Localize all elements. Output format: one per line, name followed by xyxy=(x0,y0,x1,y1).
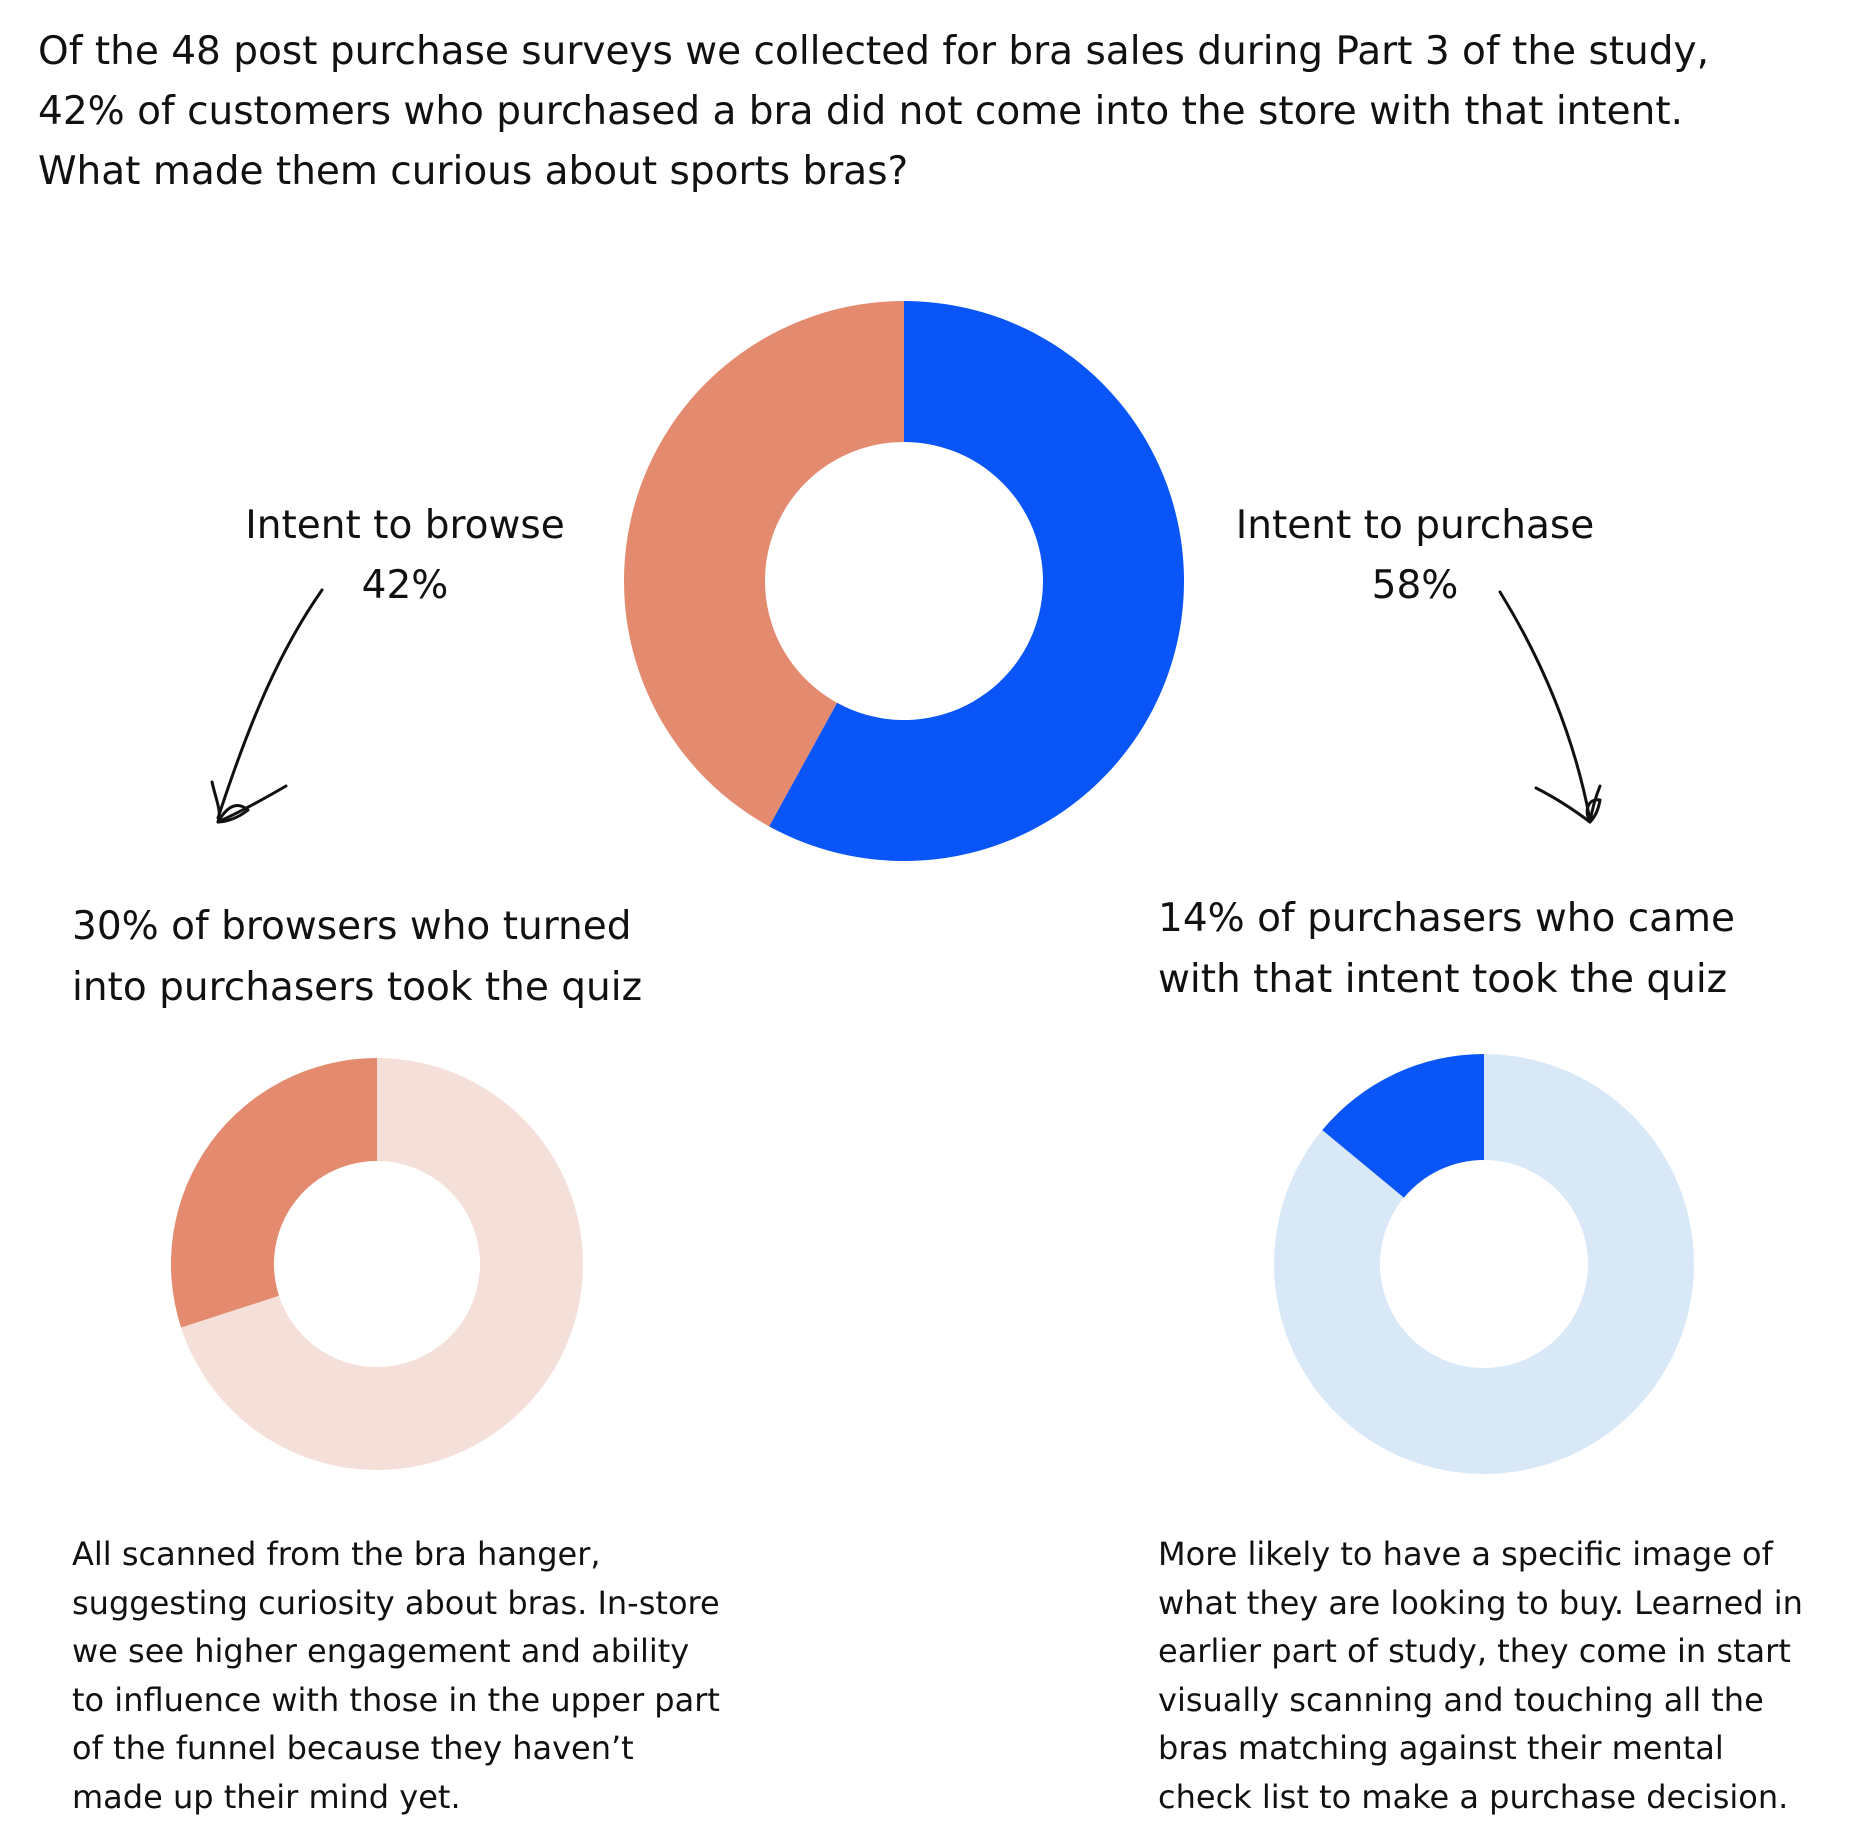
donut-slice xyxy=(1274,1054,1695,1474)
note-line: to influence with those in the upper par… xyxy=(72,1680,720,1719)
note-line: All scanned from the bra hanger, xyxy=(72,1535,601,1573)
note-line: More likely to have a specific image of xyxy=(1158,1535,1773,1573)
heading-line: 14% of purchasers who came xyxy=(1158,896,1736,941)
note-line: bras matching against their mental xyxy=(1158,1729,1724,1767)
donut-slice xyxy=(769,301,1184,861)
label-browse-name: Intent to browse xyxy=(245,503,565,548)
donut-browsers-quiz xyxy=(171,1058,584,1471)
browsers-note: All scanned from the bra hanger, suggest… xyxy=(72,1530,720,1821)
donut-slice xyxy=(1322,1054,1484,1198)
heading-line: with that intent took the quiz xyxy=(1158,957,1728,1002)
arrow-right-icon xyxy=(1498,590,1602,824)
note-line: check list to make a purchase decision. xyxy=(1158,1777,1789,1816)
label-purchase: Intent to purchase 58% xyxy=(1210,496,1620,616)
intro-text: Of the 48 post purchase surveys we colle… xyxy=(38,22,1818,202)
donut-purchasers-quiz xyxy=(1274,1054,1695,1474)
note-line: visually scanning and touching all the xyxy=(1158,1680,1764,1719)
donut-main xyxy=(624,301,1184,861)
label-browse-value: 42% xyxy=(361,563,449,608)
heading-line: into purchasers took the quiz xyxy=(72,965,643,1010)
intro-line: Of the 48 post purchase surveys we colle… xyxy=(38,29,1710,74)
note-line: we see higher engagement and ability xyxy=(72,1632,690,1670)
label-purchase-value: 58% xyxy=(1371,563,1459,608)
donut-slice xyxy=(181,1058,584,1471)
note-line: made up their mind yet. xyxy=(72,1777,461,1816)
heading-line: 30% of browsers who turned xyxy=(72,904,632,949)
note-line: earlier part of study, they come in star… xyxy=(1158,1632,1791,1670)
note-line: of the funnel because they haven’t xyxy=(72,1729,634,1767)
note-line: suggesting curiosity about bras. In-stor… xyxy=(72,1583,720,1622)
donut-slice xyxy=(171,1058,377,1328)
label-purchase-name: Intent to purchase xyxy=(1235,503,1595,548)
intro-line: What made them curious about sports bras… xyxy=(38,149,909,194)
purchasers-note: More likely to have a specific image of … xyxy=(1158,1530,1803,1821)
arrow-left-icon xyxy=(210,588,324,824)
donut-slice xyxy=(624,301,904,827)
purchasers-quiz-heading: 14% of purchasers who came with that int… xyxy=(1158,888,1735,1010)
label-browse: Intent to browse 42% xyxy=(220,496,590,616)
note-line: what they are looking to buy. Learned in xyxy=(1158,1583,1803,1622)
intro-line: 42% of customers who purchased a bra did… xyxy=(38,89,1684,134)
browsers-quiz-heading: 30% of browsers who turned into purchase… xyxy=(72,896,642,1018)
